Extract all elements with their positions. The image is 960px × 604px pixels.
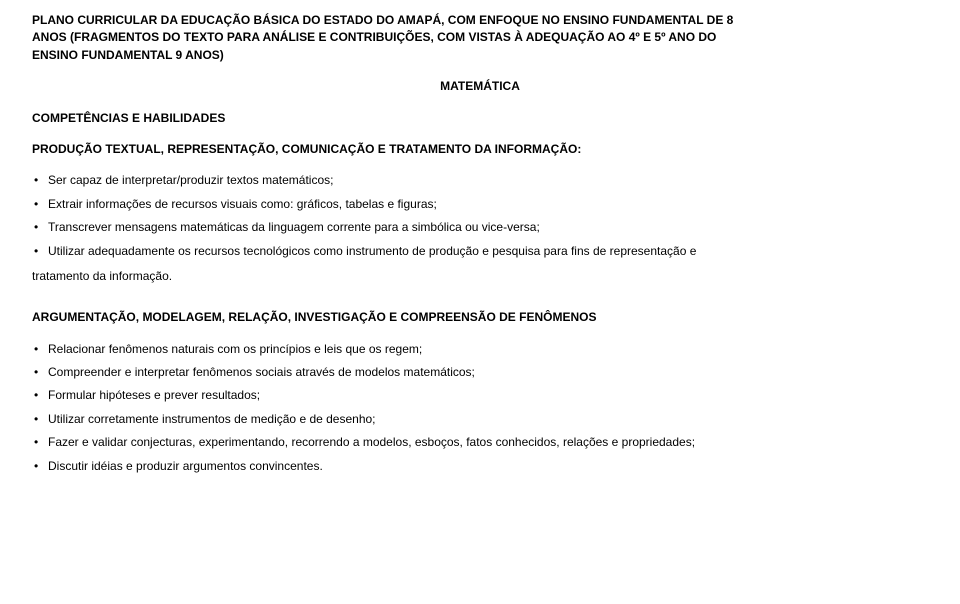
list-item: Discutir idéias e produzir argumentos co… [32,458,928,475]
section2-bullet-list: Relacionar fenômenos naturais com os pri… [32,341,928,475]
list-item: Relacionar fenômenos naturais com os pri… [32,341,928,358]
list-item: Utilizar adequadamente os recursos tecno… [32,243,928,260]
list-item: Extrair informações de recursos visuais … [32,196,928,213]
title-line-2: ANOS (FRAGMENTOS DO TEXTO PARA ANÁLISE E… [32,29,928,46]
list-item: Formular hipóteses e prever resultados; [32,387,928,404]
list-item: Ser capaz de interpretar/produzir textos… [32,172,928,189]
competencies-heading: COMPETÊNCIAS E HABILIDADES [32,110,928,127]
section1-bullet-list: Ser capaz de interpretar/produzir textos… [32,172,928,260]
list-item: Utilizar corretamente instrumentos de me… [32,411,928,428]
list-item: Compreender e interpretar fenômenos soci… [32,364,928,381]
subject-label: MATEMÁTICA [32,78,928,95]
list-item: Transcrever mensagens matemáticas da lin… [32,219,928,236]
title-line-3: ENSINO FUNDAMENTAL 9 ANOS) [32,47,928,64]
title-line-1: PLANO CURRICULAR DA EDUCAÇÃO BÁSICA DO E… [32,12,928,29]
document-title: PLANO CURRICULAR DA EDUCAÇÃO BÁSICA DO E… [32,12,928,64]
document-page: PLANO CURRICULAR DA EDUCAÇÃO BÁSICA DO E… [0,0,960,475]
list-item: Fazer e validar conjecturas, experimenta… [32,434,928,451]
section2-heading: ARGUMENTAÇÃO, MODELAGEM, RELAÇÃO, INVEST… [32,309,928,326]
section1-trailing-line: tratamento da informação. [32,268,928,285]
section1-heading: PRODUÇÃO TEXTUAL, REPRESENTAÇÃO, COMUNIC… [32,141,928,158]
